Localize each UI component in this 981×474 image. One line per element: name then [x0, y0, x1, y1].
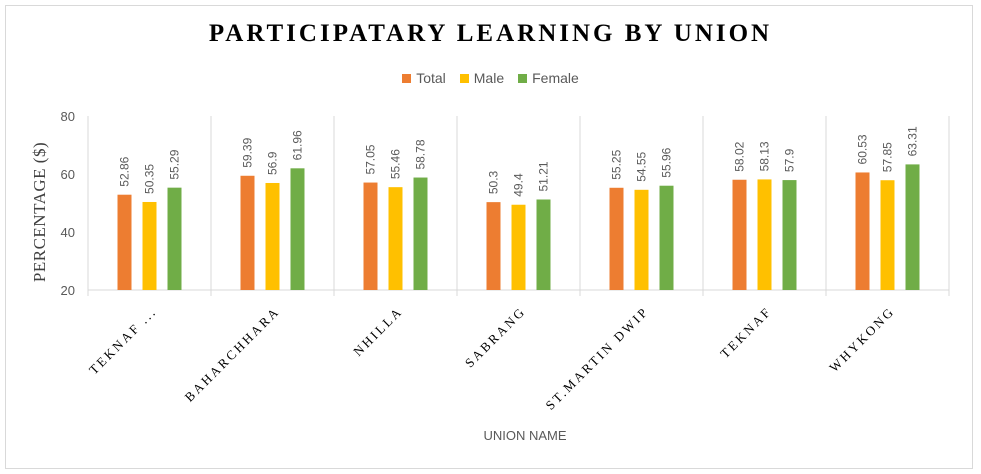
- category-label: TEKNAF ...: [86, 304, 160, 378]
- bar-male: [142, 201, 157, 290]
- x-axis-label: UNION NAME: [483, 428, 567, 443]
- legend-label-male: Male: [473, 70, 505, 86]
- category-label: ST.MARTIN DWIP: [542, 304, 651, 413]
- data-label: 60.53: [856, 134, 870, 164]
- legend-item-total: Total: [402, 70, 446, 86]
- data-label: 61.96: [291, 130, 305, 160]
- data-label: 57.05: [364, 144, 378, 174]
- category-label: TEKNAF: [717, 304, 774, 361]
- bar-total: [363, 182, 378, 290]
- data-label: 58.13: [758, 141, 772, 171]
- data-label: 58.02: [733, 141, 747, 171]
- data-label: 57.9: [783, 148, 797, 172]
- category-label: SABRANG: [462, 304, 529, 371]
- category-label: WHYKONG: [826, 304, 897, 375]
- bar-male: [880, 180, 895, 290]
- bar-male: [265, 182, 280, 290]
- data-label: 50.3: [487, 170, 501, 194]
- bar-female: [413, 177, 428, 290]
- bar-male: [634, 189, 649, 290]
- bar-male: [511, 204, 526, 290]
- bar-total: [855, 172, 870, 290]
- legend: Total Male Female: [0, 70, 981, 86]
- data-label: 55.96: [660, 147, 674, 177]
- data-label: 50.35: [143, 164, 157, 194]
- chart-title: PARTICIPATARY LEARNING BY UNION: [208, 20, 773, 47]
- data-label: 58.78: [414, 139, 428, 169]
- data-label: 51.21: [537, 161, 551, 191]
- legend-swatch-total: [402, 73, 412, 83]
- data-label: 55.25: [610, 149, 624, 179]
- data-label: 54.55: [635, 151, 649, 181]
- bar-total: [732, 179, 747, 290]
- bar-female: [290, 168, 305, 290]
- bar-female: [905, 164, 920, 290]
- bar-total: [240, 175, 255, 290]
- data-label: 59.39: [241, 137, 255, 167]
- category-label: BAHARCHHARA: [182, 304, 283, 405]
- legend-label-female: Female: [532, 70, 579, 86]
- legend-swatch-male: [459, 73, 469, 83]
- data-label: 56.9: [266, 151, 280, 175]
- y-tick-label: 40: [61, 225, 75, 240]
- data-label: 55.29: [168, 149, 182, 179]
- legend-label-total: Total: [416, 70, 446, 86]
- y-axis-label: PERCENTAGE ($): [30, 141, 49, 283]
- data-label: 63.31: [906, 126, 920, 156]
- bar-female: [167, 187, 182, 290]
- bar-male: [388, 187, 403, 290]
- legend-swatch-female: [518, 73, 528, 83]
- data-label: 49.4: [512, 173, 526, 197]
- bar-female: [659, 185, 674, 290]
- legend-item-female: Female: [518, 70, 579, 86]
- data-label: 57.85: [881, 142, 895, 172]
- bar-total: [609, 187, 624, 290]
- category-label: NHILLA: [350, 304, 405, 359]
- bar-female: [536, 199, 551, 290]
- y-tick-label: 80: [61, 109, 75, 124]
- bar-total: [117, 194, 132, 290]
- y-tick-label: 20: [61, 283, 75, 298]
- data-label: 52.86: [118, 156, 132, 186]
- bar-total: [486, 202, 501, 290]
- y-tick-label: 60: [61, 167, 75, 182]
- legend-item-male: Male: [459, 70, 505, 86]
- data-label: 55.46: [389, 149, 403, 179]
- bar-female: [782, 180, 797, 290]
- bar-male: [757, 179, 772, 290]
